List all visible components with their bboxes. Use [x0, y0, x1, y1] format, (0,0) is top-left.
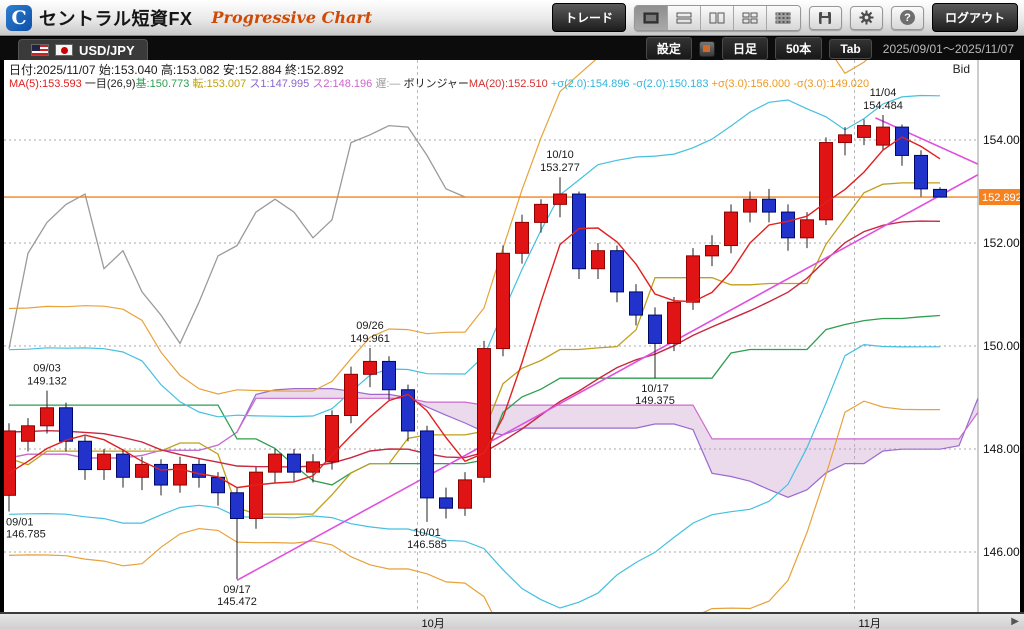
indicator-legend-segment: MA(20):152.510	[468, 78, 548, 90]
indicator-legend-segment: -σ(2.0):150.183	[629, 78, 709, 90]
indicator-legend-segment: +σ(2.0):154.896	[547, 78, 630, 90]
y-axis-label: 148.000	[983, 442, 1020, 456]
currency-pair-tab[interactable]: USD/JPY	[18, 39, 148, 60]
layout-split-horizontal-icon	[676, 12, 692, 23]
brand-name: セントラル短資FX	[39, 8, 193, 29]
save-icon	[819, 11, 832, 24]
brand-logo: C セントラル短資FX Progressive Chart	[6, 4, 373, 31]
layout-button-group	[633, 4, 801, 31]
bid-label: Bid	[952, 62, 970, 76]
us-flag-icon	[31, 44, 49, 56]
settings-mini-icon	[703, 45, 711, 52]
x-axis-month-label: 11月	[858, 618, 881, 629]
indicator-legend-segment: ス2:148.196	[309, 78, 373, 90]
chart-annotation-price: 153.277	[540, 162, 580, 174]
chart-panel: 09/01 146.785 09/03 149.132 09/17 145.472 09/2…	[4, 60, 1020, 612]
indicator-legend-segment: 一目(26,9)	[81, 78, 136, 90]
chart-annotation-price: 146.785	[6, 529, 46, 541]
layout-single-button[interactable]	[634, 5, 668, 30]
bar-count-button[interactable]: 50本	[774, 37, 823, 60]
chart-annotation-date: 10/01	[413, 527, 441, 539]
chart-annotation-price: 154.484	[863, 100, 903, 112]
symbol-bar: USD/JPY 設定 日足 50本 Tab 2025/09/01～2025/11…	[0, 37, 1024, 60]
indicator-legend-segment: ボリンジャー	[400, 78, 469, 90]
chart-annotation-price: 149.132	[27, 376, 67, 388]
tab-button[interactable]: Tab	[829, 38, 872, 59]
indicator-legend-segment: +σ(3.0):156.000	[708, 78, 791, 90]
help-button[interactable]: ?	[890, 5, 924, 30]
chart-annotation-date: 09/01	[6, 517, 34, 529]
top-toolbar: C セントラル短資FX Progressive Chart トレード	[0, 0, 1024, 36]
layout-grid-2x2-icon	[742, 12, 758, 23]
currency-pair-label: USD/JPY	[79, 42, 135, 58]
chart-annotation-date: 09/17	[223, 584, 251, 596]
help-icon: ?	[899, 10, 915, 25]
indicator-legend-segment: 遅:—	[372, 78, 401, 90]
chart-settings-button[interactable]: 設定	[645, 37, 692, 60]
layout-grid-multi-button[interactable]	[766, 5, 800, 30]
current-price-badge: 152.892	[982, 192, 1020, 204]
layout-split-horizontal-button[interactable]	[667, 5, 701, 30]
product-name: Progressive Chart	[211, 8, 373, 27]
save-button[interactable]	[808, 5, 842, 30]
y-axis-label: 150.000	[983, 339, 1020, 353]
time-axis[interactable]: ▶ 10月 11月	[0, 612, 1024, 629]
chart-annotation-date: 10/10	[546, 149, 574, 161]
y-axis-label: 146.000	[983, 545, 1020, 559]
y-axis-label: 154.000	[983, 133, 1020, 147]
visible-date-range: 2025/09/01～2025/11/07	[882, 42, 1014, 56]
trade-button[interactable]: トレード	[551, 3, 626, 32]
indicator-legend-segment: 転:153.007	[189, 78, 247, 90]
settings-mini-button[interactable]	[698, 40, 715, 57]
brand-logo-icon: C	[6, 4, 32, 31]
settings-button[interactable]	[849, 5, 883, 30]
layout-split-vertical-icon	[709, 12, 725, 23]
indicator-legend-segment: 基:150.773	[135, 78, 190, 90]
logout-button[interactable]: ログアウト	[931, 3, 1018, 32]
scroll-right-arrow[interactable]: ▶	[1011, 616, 1019, 627]
indicator-legend-segment: MA(5):153.593	[9, 78, 82, 90]
indicator-legend-segment: -σ(3.0):149.020	[790, 78, 870, 90]
layout-single-icon	[643, 12, 659, 23]
x-axis-month-label: 10月	[421, 618, 445, 629]
y-axis-label: 152.000	[983, 236, 1020, 250]
ohlc-info-line: 日付:2025/11/07 始:153.040 高:153.082 安:152.…	[9, 63, 344, 77]
chart-annotation-price: 146.585	[407, 539, 447, 551]
timeframe-button[interactable]: 日足	[721, 37, 768, 60]
indicator-info-line: MA(5):153.593 一目(26,9)基:150.773 転:153.00…	[9, 75, 869, 91]
jp-flag-icon	[55, 44, 73, 56]
chart-annotation-price: 149.375	[635, 395, 675, 407]
layout-split-vertical-button[interactable]	[700, 5, 734, 30]
chart-annotation-date: 09/26	[356, 320, 384, 332]
indicator-legend-segment: ス1:147.995	[246, 78, 310, 90]
layout-grid-multi-icon	[775, 12, 791, 23]
chart-annotation-date: 11/04	[870, 87, 897, 99]
chart-annotation-date: 10/17	[641, 383, 669, 395]
chart-annotation-date: 09/03	[33, 363, 61, 375]
chart-annotation-price: 149.961	[350, 333, 390, 345]
gear-icon	[859, 10, 874, 25]
layout-grid-2x2-button[interactable]	[733, 5, 767, 30]
chart-annotation-price: 145.472	[217, 596, 257, 608]
